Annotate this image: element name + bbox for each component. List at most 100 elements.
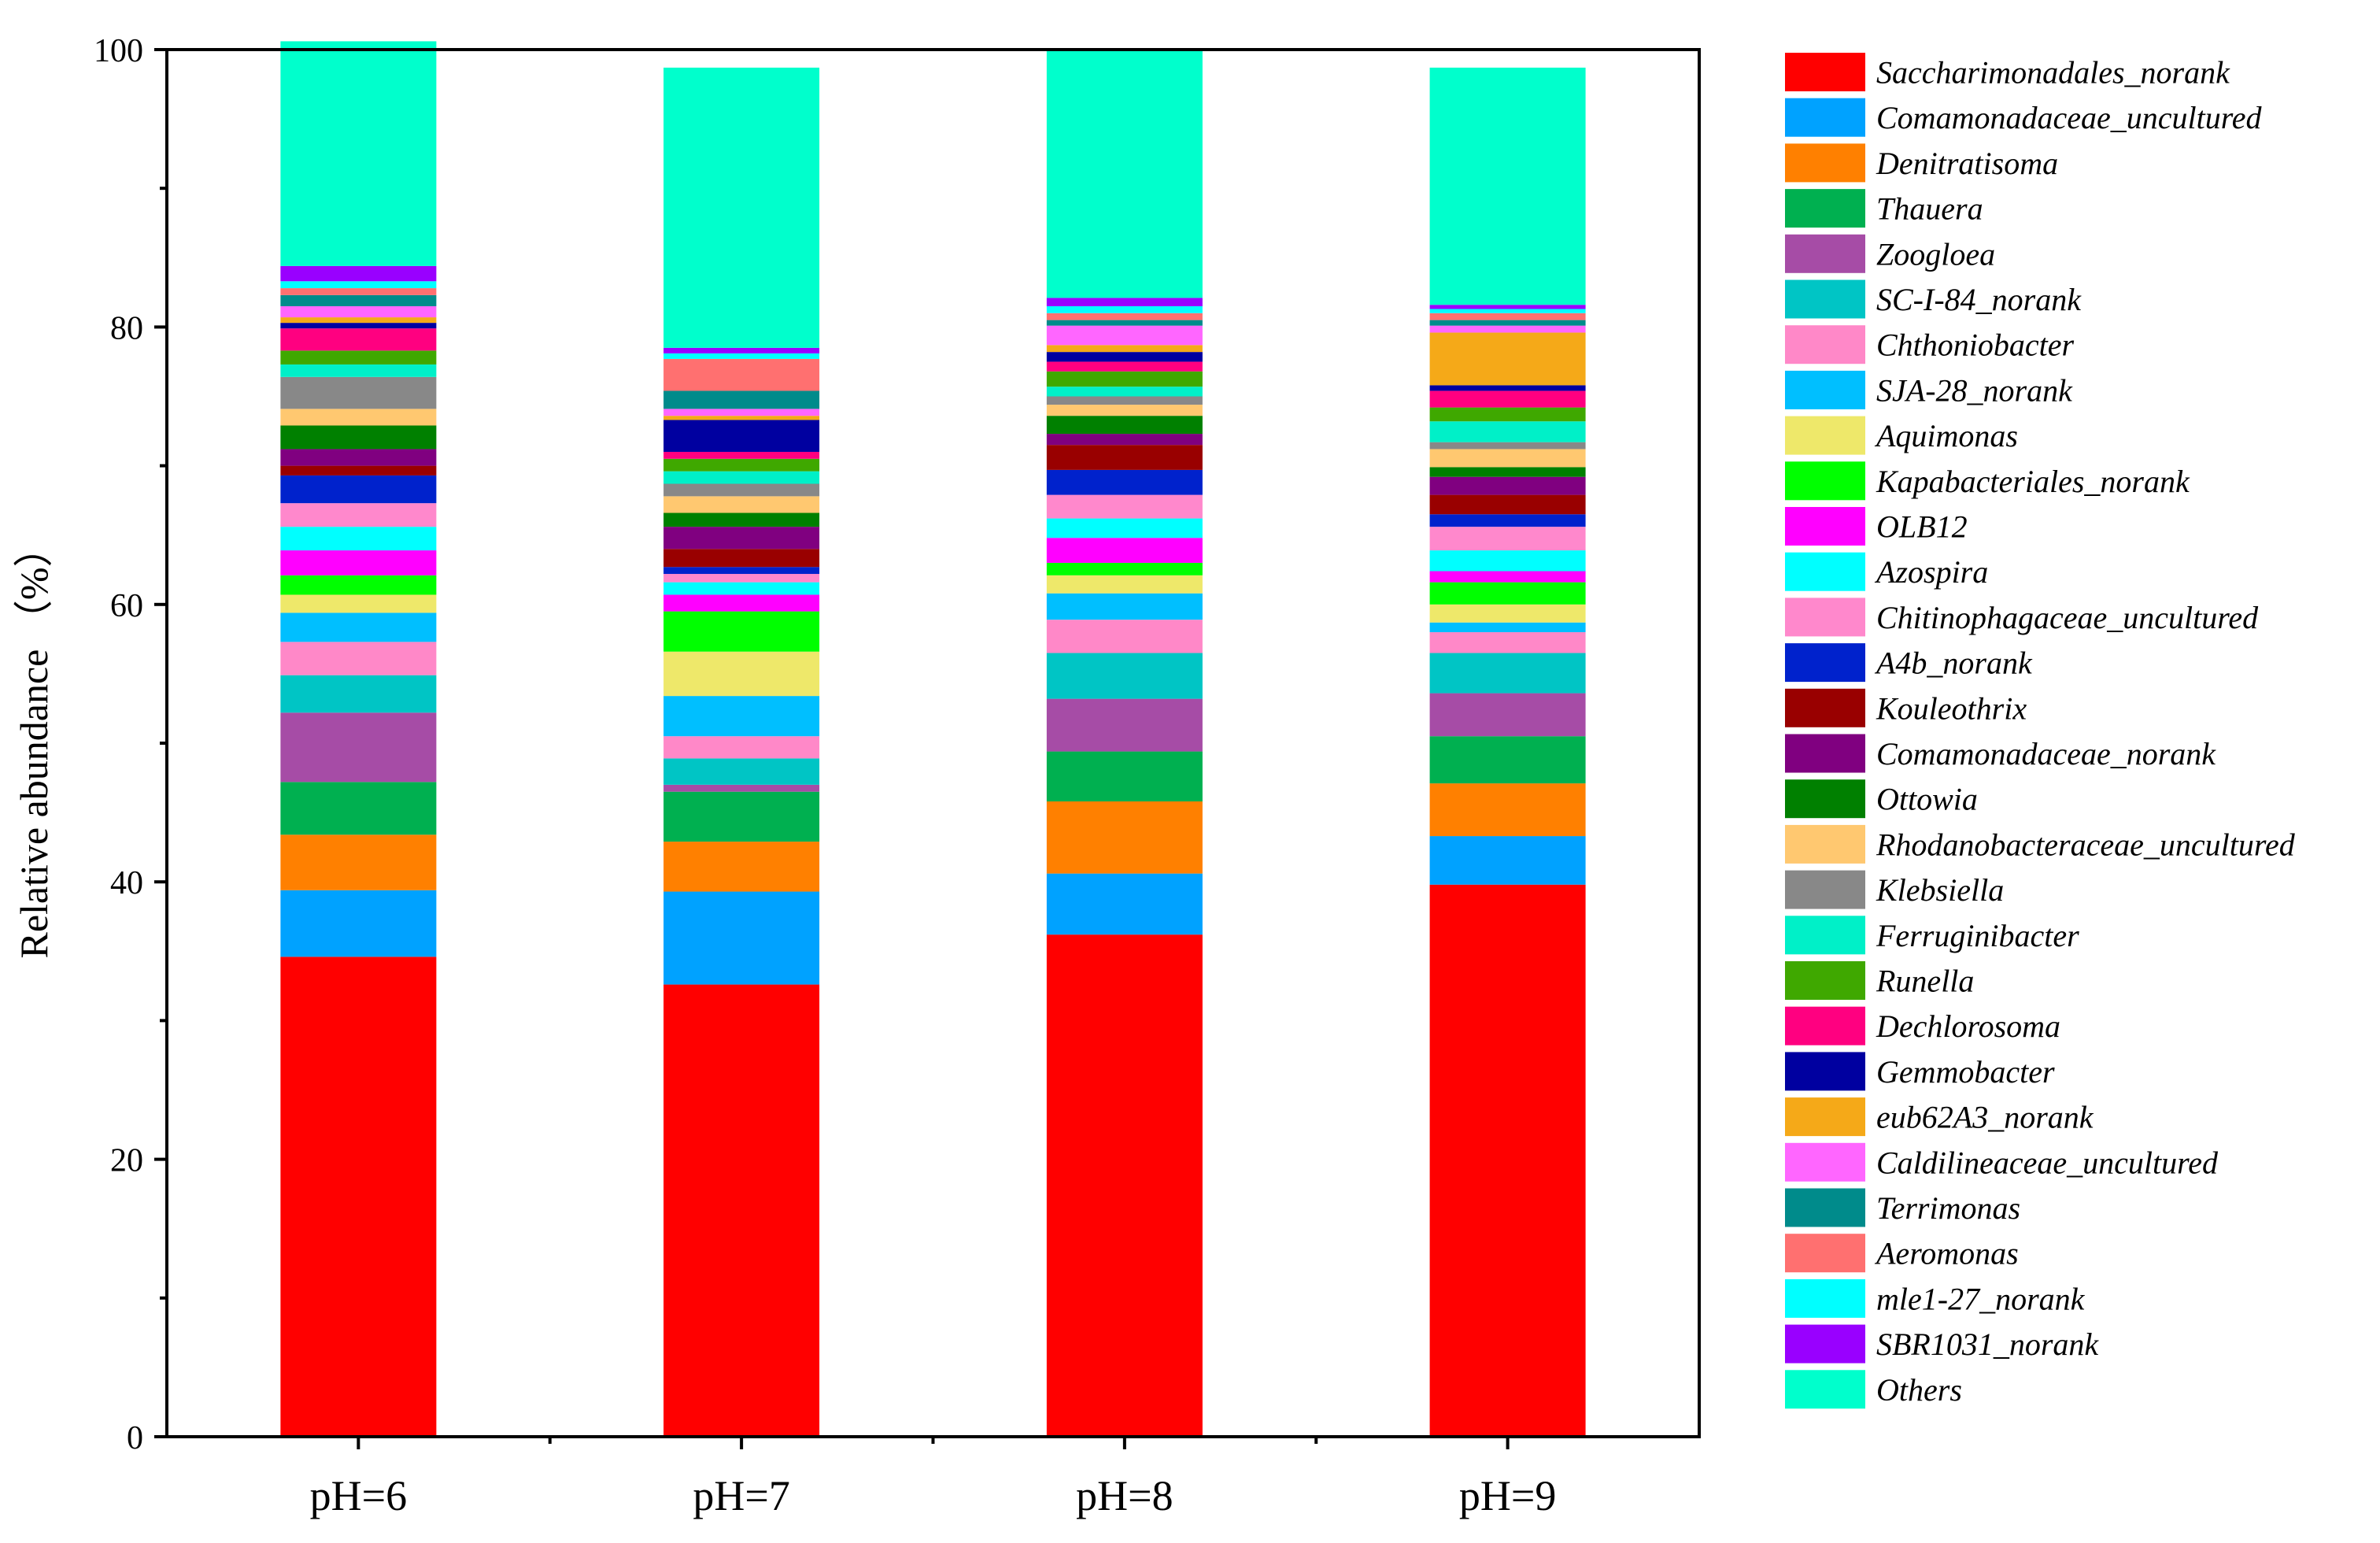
bar-segment-pH6-saccharimonadales-norank (280, 957, 437, 1437)
bar-segment-pH8-thauera (1046, 751, 1203, 801)
bar-segment-pH7-eub62a3-norank (663, 416, 820, 420)
x-category-label: pH=7 (693, 1472, 789, 1519)
legend-label: Chitinophagaceae_uncultured (1876, 600, 2259, 635)
bar-segment-pH8-aquimonas (1046, 575, 1203, 594)
legend-swatch (1785, 1097, 1865, 1137)
bar-segment-pH9-caldilineaceae-uncultured (1429, 325, 1586, 333)
legend-label: SJA-28_norank (1876, 372, 2073, 408)
bar-segment-pH6-aquimonas (280, 594, 437, 613)
bar-segment-pH9-mle1-27-norank (1429, 309, 1586, 313)
x-category-label: pH=6 (310, 1472, 407, 1519)
bar-segment-pH9-comamonadaceae-norank (1429, 476, 1586, 495)
bar-segment-pH8-chitinophagaceae-uncultured (1046, 494, 1203, 519)
legend-swatch (1785, 53, 1865, 91)
bar-segment-pH9-aeromonas (1429, 313, 1586, 320)
bar-segment-pH6-eub62a3-norank (280, 317, 437, 324)
legend-swatch (1785, 279, 1865, 319)
bar-segment-pH6-zoogloea (280, 712, 437, 783)
bar-segment-pH8-comamonadaceae-uncultured (1046, 873, 1203, 935)
bar-segment-pH8-sja-28-norank (1046, 593, 1203, 620)
bar-segment-pH6-comamonadaceae-uncultured (280, 890, 437, 957)
bar-segment-pH9-others (1429, 67, 1586, 305)
bar-segment-pH8-ferruginibacter (1046, 387, 1203, 397)
bar-segment-pH8-olb12 (1046, 538, 1203, 563)
bar-segment-pH9-olb12 (1429, 571, 1586, 583)
legend-label: Aquimonas (1874, 418, 2018, 453)
bar-segment-pH7-comamonadaceae-uncultured (663, 891, 820, 985)
legend-label: Caldilineaceae_uncultured (1876, 1145, 2219, 1180)
legend-swatch (1785, 688, 1865, 727)
bar-segment-pH6-mle1-27-norank (280, 281, 437, 289)
bar-segment-pH8-caldilineaceae-uncultured (1046, 325, 1203, 346)
legend-label: A4b_norank (1874, 646, 2033, 681)
bar-segment-pH8-others (1046, 50, 1203, 298)
bar-segment-pH9-ottowia (1429, 467, 1586, 477)
bar-segment-pH9-dechlorosoma (1429, 390, 1586, 408)
legend-label: Saccharimonadales_norank (1876, 55, 2230, 91)
bar-segment-pH6-rhodanobacteraceae-uncultured (280, 409, 437, 426)
bar-segment-pH6-olb12 (280, 550, 437, 575)
x-category-label: pH=9 (1459, 1472, 1556, 1519)
bar-segment-pH8-ottowia (1046, 416, 1203, 435)
y-tick-label: 100 (94, 33, 143, 69)
bar-segment-pH8-gemmobacter (1046, 352, 1203, 362)
legend-label: Others (1876, 1372, 1962, 1408)
bar-segment-pH6-thauera (280, 782, 437, 835)
bar-segment-pH9-runella (1429, 407, 1586, 422)
bar-segment-pH8-chthoniobacter (1046, 620, 1203, 653)
bar-segment-pH6-dechlorosoma (280, 328, 437, 351)
axis-ticks (154, 48, 1510, 1449)
bar-segment-pH7-ottowia (663, 512, 820, 527)
legend-swatch (1785, 552, 1865, 591)
legend-swatch (1785, 779, 1865, 819)
legend-label: Azospira (1874, 554, 1988, 590)
bar-segment-pH9-thauera (1429, 736, 1586, 784)
bar-segment-pH9-rhodanobacteraceae-uncultured (1429, 449, 1586, 468)
bar-segment-pH9-ferruginibacter (1429, 421, 1586, 442)
bar-segment-pH6-sja-28-norank (280, 612, 437, 642)
bar-segment-pH9-a4b-norank (1429, 514, 1586, 527)
bar-segment-pH7-kapabacteriales-norank (663, 611, 820, 652)
bar-segment-pH6-aeromonas (280, 288, 437, 295)
legend-swatch (1785, 1370, 1865, 1409)
bar-segment-pH8-runella (1046, 371, 1203, 387)
legend-swatch (1785, 870, 1865, 909)
bar-segment-pH8-mle1-27-norank (1046, 305, 1203, 313)
bar-segment-pH6-kapabacteriales-norank (280, 575, 437, 595)
legend-swatch (1785, 1278, 1865, 1318)
bar-segment-pH6-comamonadaceae-norank (280, 449, 437, 466)
bar-segment-pH9-terrimonas (1429, 320, 1586, 326)
legend-label: Klebsiella (1876, 872, 2004, 908)
legend-swatch (1785, 416, 1865, 455)
bar-segment-pH7-dechlorosoma (663, 451, 820, 459)
bar-segment-pH6-chthoniobacter (280, 642, 437, 675)
bar-segment-pH9-gemmobacter (1429, 385, 1586, 391)
bar-segment-pH9-comamonadaceae-uncultured (1429, 836, 1586, 885)
bar-segment-pH8-rhodanobacteraceae-uncultured (1046, 405, 1203, 416)
legend-swatch (1785, 189, 1865, 228)
bar-segment-pH8-dechlorosoma (1046, 361, 1203, 372)
bar-segment-pH6-terrimonas (280, 294, 437, 306)
bar-segment-pH6-runella (280, 350, 437, 364)
bar-segment-pH6-caldilineaceae-uncultured (280, 305, 437, 318)
bars-layer (280, 41, 1586, 1437)
bar-segment-pH7-sc-i-84-norank (663, 758, 820, 785)
bar-segment-pH7-aquimonas (663, 651, 820, 697)
bar-segment-pH9-denitratisoma (1429, 783, 1586, 837)
bar-segment-pH6-ferruginibacter (280, 364, 437, 377)
bar-segment-pH7-chthoniobacter (663, 736, 820, 759)
legend-label: Rhodanobacteraceae_uncultured (1876, 827, 2296, 862)
legend-swatch (1785, 507, 1865, 546)
bar-segment-pH7-thauera (663, 791, 820, 842)
bar-segment-pH6-chitinophagaceae-uncultured (280, 503, 437, 527)
legend-label: Ottowia (1876, 782, 1978, 817)
bar-segment-pH7-olb12 (663, 594, 820, 612)
legend-label: Dechlorosoma (1876, 1008, 2060, 1044)
bar-segment-pH7-zoogloea (663, 784, 820, 792)
legend-swatch (1785, 1006, 1865, 1045)
legend-label: Terrimonas (1876, 1190, 2020, 1226)
legend-label: Runella (1876, 964, 1974, 999)
legend-swatch (1785, 143, 1865, 183)
bar-segment-pH8-kapabacteriales-norank (1046, 562, 1203, 575)
bar-segment-pH7-terrimonas (663, 390, 820, 409)
